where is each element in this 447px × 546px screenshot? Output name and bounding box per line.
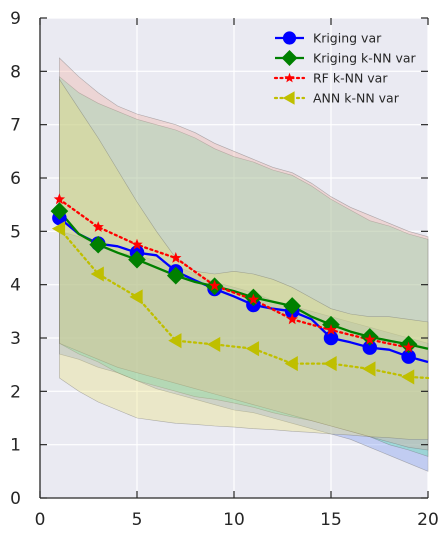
legend-entry: ANN k-NN var — [273, 91, 400, 106]
legend-entry: RF k-NN var — [273, 71, 388, 86]
marker-series-2 — [170, 252, 182, 263]
axes: 0 5 10 15 20 0 1 2 3 4 5 6 7 8 9 — [10, 9, 439, 530]
band-series-3 — [59, 78, 429, 440]
marker-series-2 — [131, 238, 143, 250]
x-tick-label: 0 — [35, 510, 46, 530]
marker-series-1 — [50, 202, 69, 220]
y-tick-label: 7 — [10, 116, 21, 136]
marker-series-2 — [402, 341, 415, 353]
legend-label: Kriging var — [313, 31, 382, 46]
y-tick-label: 9 — [10, 9, 21, 29]
y-tick-label: 5 — [10, 222, 21, 242]
band-series-0 — [59, 230, 429, 472]
marker-series-3 — [90, 266, 104, 282]
legend-label: ANN k-NN var — [313, 91, 400, 106]
marker-series-2 — [286, 313, 298, 325]
x-tick-label: 15 — [320, 510, 342, 530]
legend-label: Kriging k-NN var — [313, 51, 417, 66]
marker-series-3 — [284, 356, 298, 372]
marker-series-2 — [208, 279, 221, 291]
marker-series-2 — [92, 221, 104, 232]
marker-series-3 — [168, 333, 182, 349]
legend-entry: Kriging k-NN var — [275, 50, 417, 66]
marker-series-3 — [323, 356, 337, 372]
marker-series-2 — [53, 193, 66, 205]
y-tick-label: 8 — [10, 62, 21, 82]
y-tick-label: 3 — [10, 329, 21, 349]
marker-series-2 — [364, 333, 376, 345]
marker-series-3 — [207, 336, 221, 352]
y-tick-label: 2 — [10, 382, 21, 402]
marker-series-3 — [245, 341, 260, 357]
legend-marker — [284, 72, 295, 83]
marker-series-1 — [128, 250, 146, 269]
x-tick-label: 20 — [417, 510, 439, 530]
y-tick-label: 6 — [10, 169, 21, 189]
legend-label: RF k-NN var — [313, 71, 388, 86]
marker-series-3 — [362, 361, 376, 377]
marker-series-1 — [89, 235, 108, 254]
series-markers — [50, 193, 418, 385]
marker-series-2 — [247, 293, 260, 305]
marker-series-3 — [401, 369, 415, 385]
marker-series-1 — [283, 297, 302, 315]
legend-entry: Kriging var — [275, 31, 382, 46]
marker-series-2 — [325, 324, 337, 335]
band-series-2 — [59, 57, 429, 451]
marker-series-3 — [129, 289, 143, 305]
marker-series-1 — [166, 266, 185, 285]
y-tick-label: 1 — [10, 436, 21, 456]
legend-marker — [282, 91, 295, 105]
legend-marker — [281, 50, 298, 66]
legend: Kriging var Kriging k-NN var RF k-NN var AN… — [273, 31, 417, 106]
x-tick-label: 10 — [223, 510, 245, 530]
y-tick-label: 4 — [10, 276, 21, 296]
y-tick-label: 0 — [10, 489, 21, 509]
marker-series-3 — [51, 221, 66, 237]
legend-marker — [282, 31, 297, 45]
x-tick-label: 5 — [132, 510, 143, 530]
line-series-2 — [58, 198, 410, 349]
